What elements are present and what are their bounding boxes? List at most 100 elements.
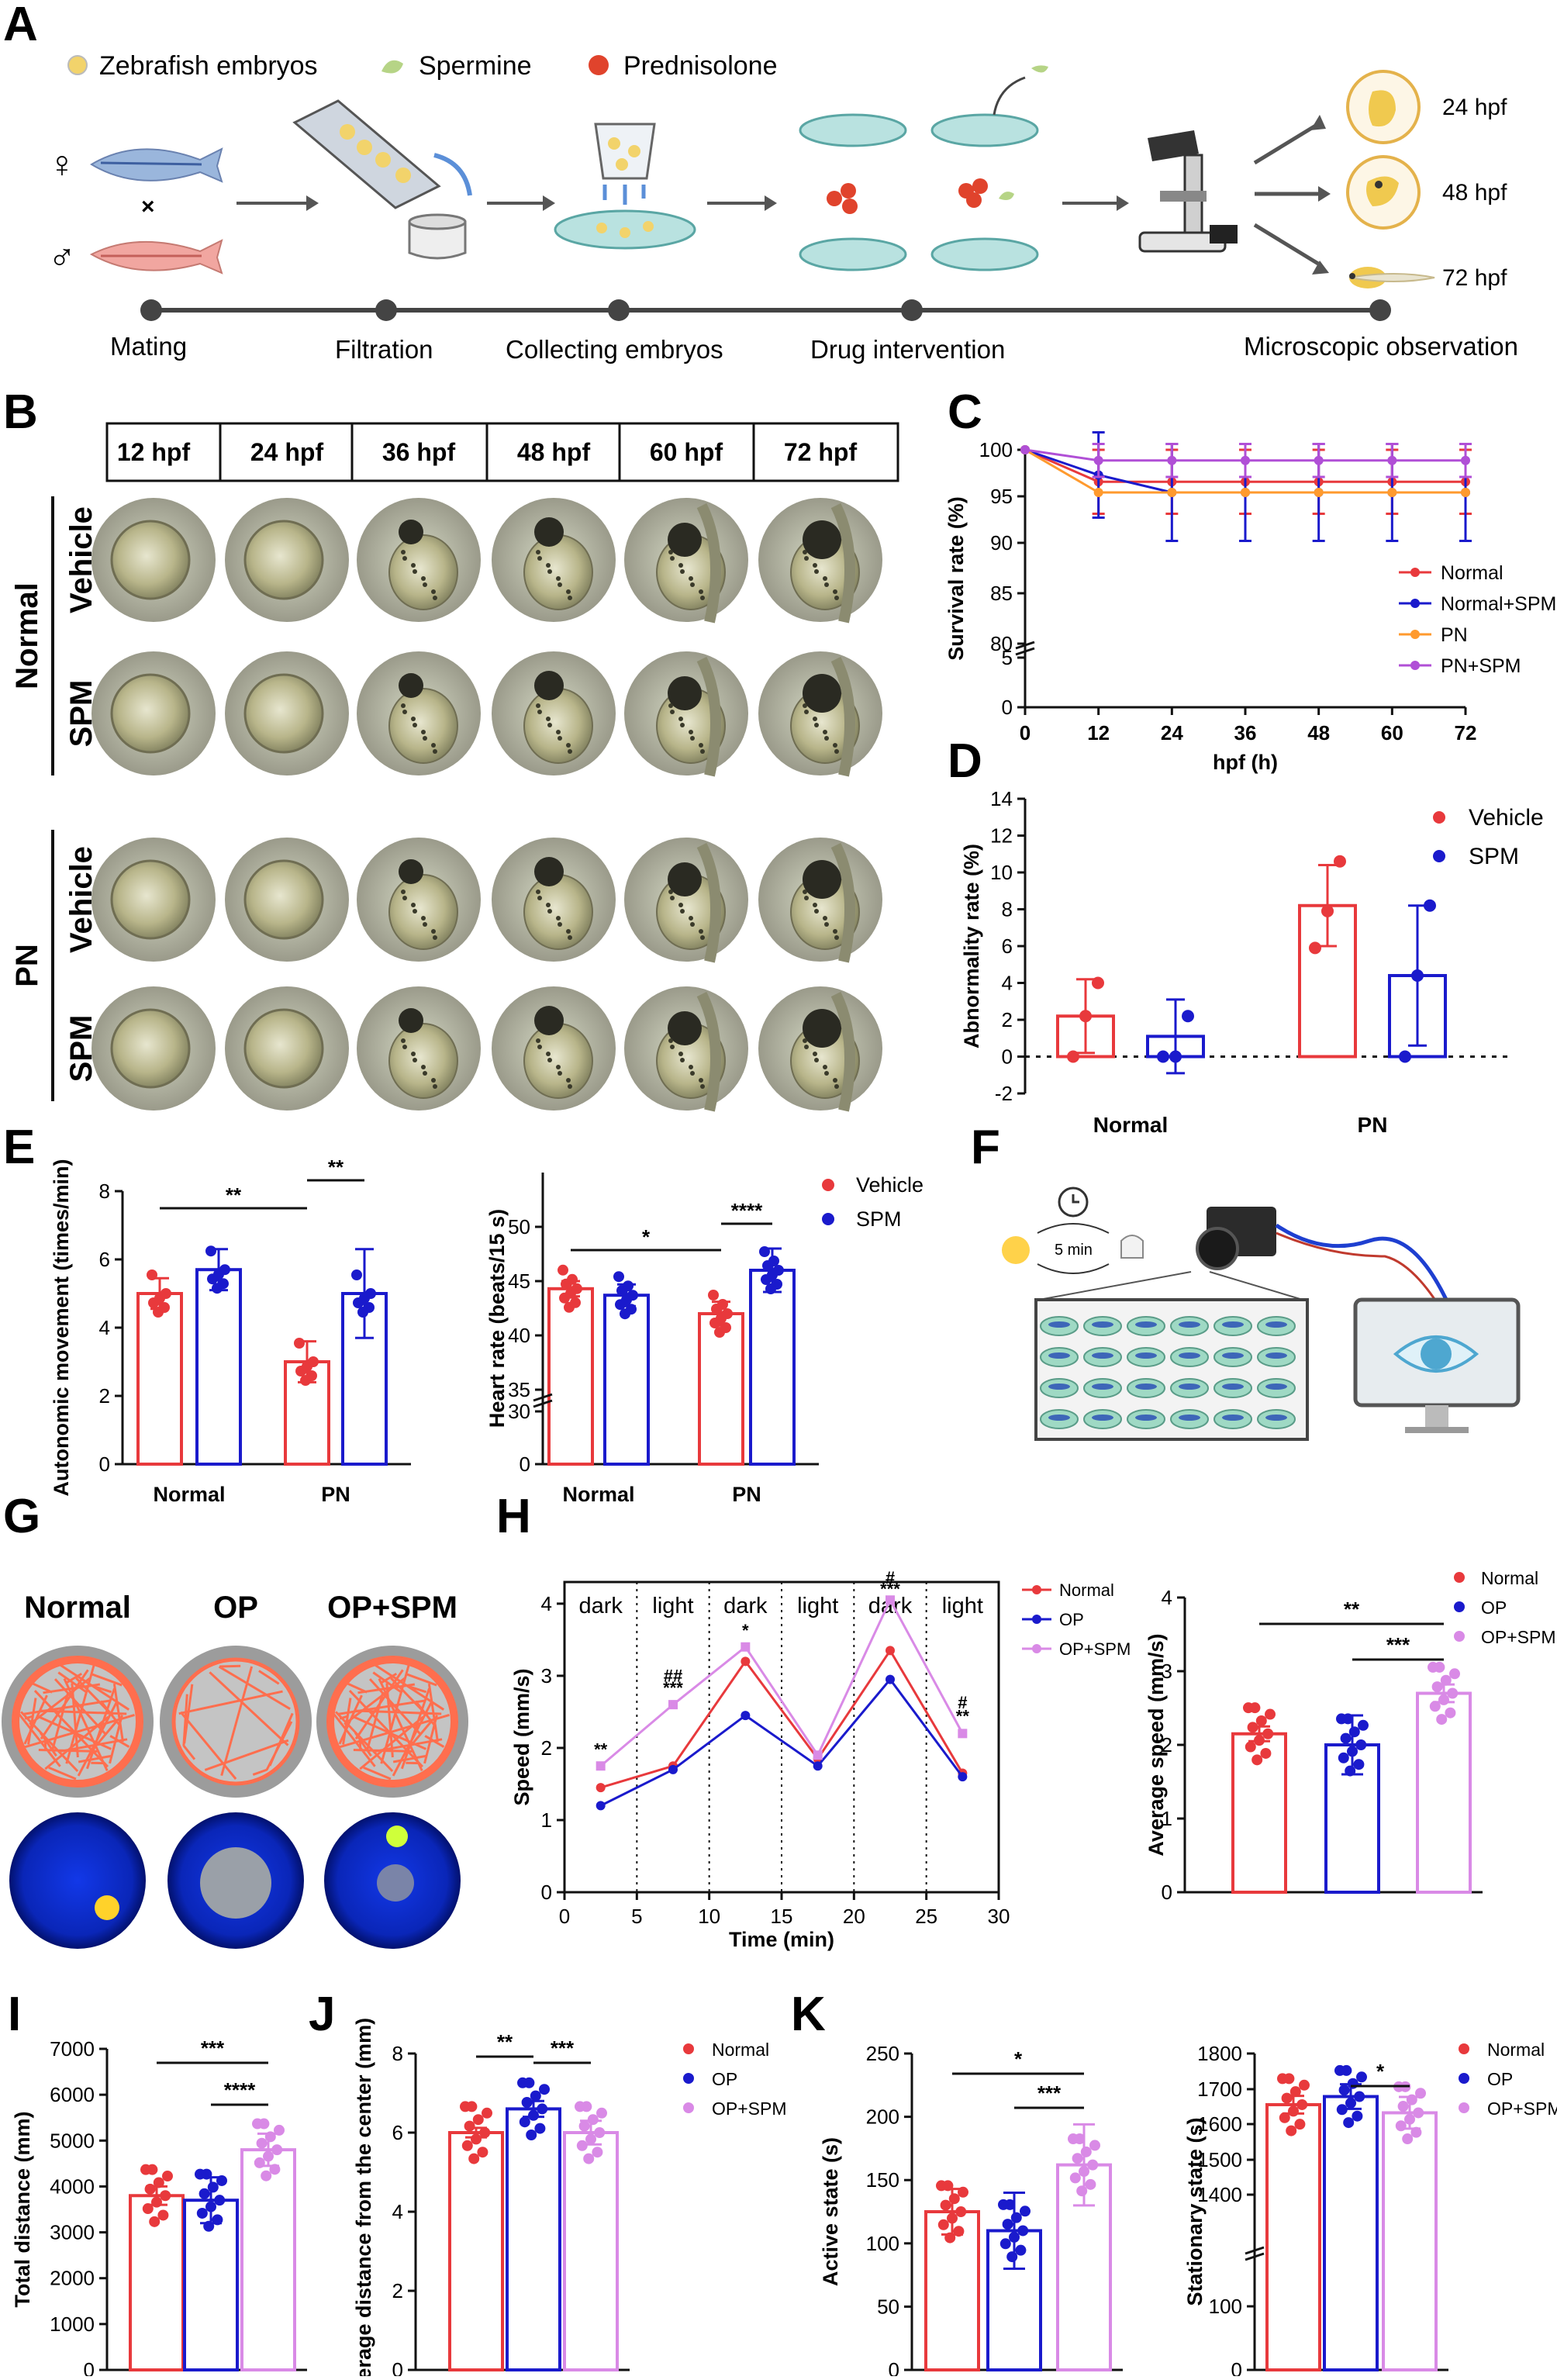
data-point: [1429, 1701, 1441, 1712]
data-point: [1017, 2225, 1029, 2237]
embryo-image: [624, 651, 748, 777]
pigment-dot: [670, 896, 675, 900]
embryo-eye: [668, 523, 702, 557]
pigment-dot: [547, 1058, 552, 1062]
pigment-dot: [668, 703, 673, 708]
pigment-dot: [678, 1052, 683, 1056]
pigment-dot: [699, 929, 703, 934]
embryo-image: [91, 651, 216, 775]
plate-well: [1083, 1316, 1122, 1336]
x-category-label: Normal: [153, 1483, 225, 1506]
pigment-dot: [537, 556, 542, 561]
data-point: [1309, 941, 1321, 955]
pigment-dot: [566, 1078, 571, 1083]
data-point: [1355, 1739, 1367, 1750]
plate-well: [1127, 1316, 1165, 1336]
legend-marker: [1433, 850, 1445, 862]
data-point: [1402, 2133, 1414, 2145]
cable: [1276, 1231, 1450, 1322]
x-category-label: PN: [732, 1483, 761, 1506]
data-point: [1286, 2125, 1297, 2136]
data-point: [581, 2101, 592, 2112]
panel-d: D -2 0 2 4 6 8 10 12 14 Abnormality rate (%) Norma…: [948, 734, 1544, 1137]
pigment-dot: [700, 1084, 705, 1089]
phase-label: dark: [578, 1594, 623, 1618]
data-point: [596, 2107, 607, 2119]
data-point: [364, 1302, 375, 1313]
pigment-dot: [401, 550, 406, 554]
panel-letter-f: F: [971, 1121, 1000, 1174]
legend-marker: [1454, 1572, 1465, 1583]
bar: [603, 1294, 650, 1466]
x-tick-label: 5: [631, 1905, 642, 1928]
axis-break: [533, 1393, 553, 1402]
pigment-dot: [699, 743, 703, 748]
larva: [1265, 1383, 1287, 1390]
pigment-dot: [558, 582, 562, 587]
pigment-dot: [536, 1038, 540, 1043]
embryo-image: [492, 651, 616, 775]
pigment-dot: [834, 1084, 839, 1089]
pigment-dot: [546, 717, 551, 721]
y-tick-label: 6: [99, 1248, 110, 1271]
larva: [1048, 1352, 1070, 1359]
data-point: [1321, 904, 1334, 917]
data-point: [254, 2157, 265, 2168]
data-point: [558, 1264, 568, 1276]
x-axis-label: Time (min): [729, 1928, 834, 1951]
significance-label: *: [1014, 2047, 1023, 2071]
data-point: [1431, 1681, 1443, 1693]
pigment-dot: [537, 710, 542, 714]
embryo-yolk: [388, 688, 458, 764]
series-point: [1461, 455, 1470, 465]
timer-label: 5 min: [1055, 1242, 1093, 1259]
plate-well: [1127, 1409, 1165, 1429]
legend-marker: [1410, 661, 1420, 670]
series-point: [741, 1642, 751, 1652]
y-axis-label: Speed (mm/s): [510, 1668, 533, 1805]
pigment-dot: [803, 1038, 807, 1043]
pigment-dot: [402, 710, 407, 714]
speed-time-chart: 0 1 2 3 4 0 5 10 15 20 25 30 Time (min) Speed (mm/s) d…: [510, 1568, 1131, 1951]
pigment-dot: [558, 1071, 562, 1076]
data-point: [578, 2120, 590, 2132]
x-tick-label: 0: [1020, 721, 1031, 744]
series-point: [596, 1801, 606, 1811]
pigment-dot: [690, 922, 695, 927]
legend-marker: [1454, 1631, 1465, 1642]
total-distance-chart: 0 1000 2000 3000 4000 5000 6000 7000 Total dista…: [11, 2036, 307, 2380]
x-category-label: PN: [321, 1483, 350, 1506]
legend-label: OP+SPM: [1059, 1639, 1131, 1659]
data-point: [306, 1370, 317, 1381]
legend-marker: [1410, 630, 1420, 639]
plate-well: [1213, 1409, 1252, 1429]
data-point: [201, 2168, 212, 2180]
data-point: [147, 1269, 157, 1280]
track-path: [18, 1663, 135, 1781]
panel-letter-d: D: [948, 734, 982, 788]
x-tick-label: 20: [843, 1905, 865, 1928]
pigment-dot: [413, 909, 417, 914]
axis-break: [533, 1399, 553, 1408]
x-tick-label: 24: [1161, 721, 1183, 744]
legend-prednisolone: Prednisolone: [623, 51, 777, 81]
embryo-eye: [399, 520, 423, 544]
legend-label: Normal+SPM: [1441, 593, 1556, 615]
significance-label: **: [594, 1739, 608, 1759]
data-point: [530, 2090, 541, 2102]
significance-label: #: [958, 1693, 967, 1712]
larva: [1092, 1415, 1113, 1421]
arrow-icon: [707, 195, 777, 211]
bar: [136, 1292, 183, 1466]
pigment-dot: [421, 916, 426, 921]
series-point: [813, 1761, 823, 1771]
data-point: [477, 2147, 489, 2158]
embryo-tail: [696, 991, 721, 1112]
data-point: [1245, 1741, 1256, 1753]
x-tick-label: 30: [988, 1905, 1010, 1928]
data-point: [948, 2193, 960, 2205]
pigment-dot: [824, 582, 829, 587]
data-point: [468, 2153, 480, 2164]
pigment-dot: [678, 903, 683, 907]
